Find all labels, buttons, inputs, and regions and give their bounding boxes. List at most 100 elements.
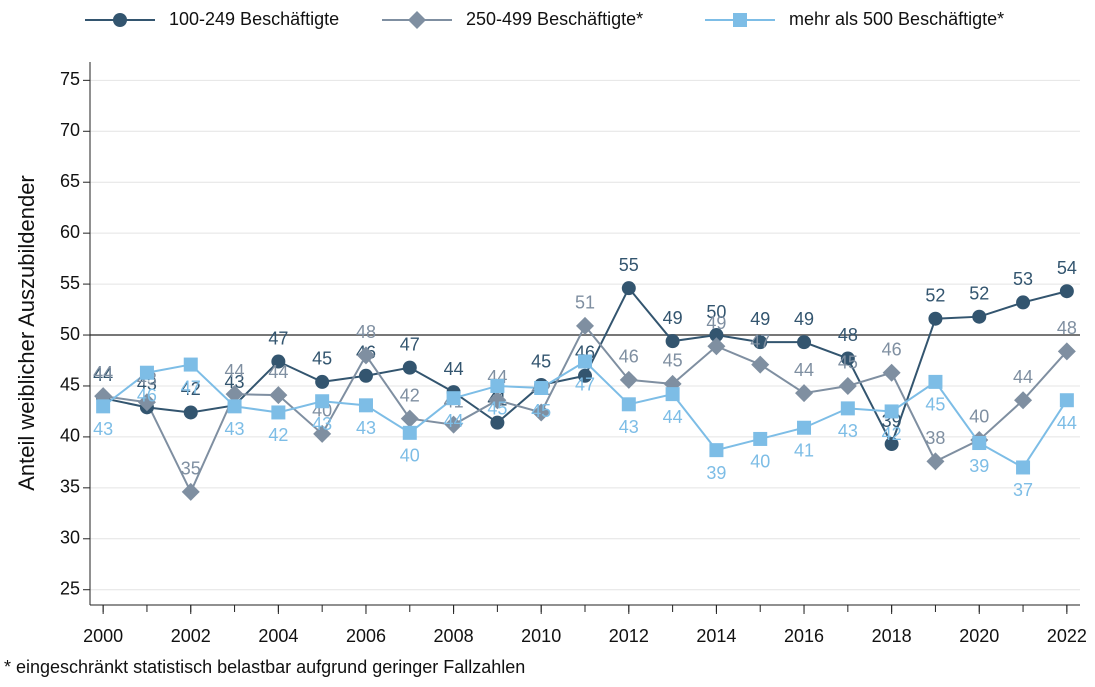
data-point: [315, 374, 330, 389]
data-point: [532, 403, 551, 422]
data-label: 45: [663, 351, 683, 371]
data-point: [313, 424, 332, 443]
data-point: [840, 401, 855, 416]
data-label: 45: [531, 401, 551, 421]
data-point: [358, 368, 373, 383]
x-tick-label: 2016: [784, 626, 824, 646]
data-point: [795, 384, 814, 403]
data-label: 43: [838, 421, 858, 441]
data-label: 44: [1013, 367, 1033, 387]
data-point: [1057, 342, 1076, 361]
data-label: 42: [400, 385, 420, 405]
data-point: [621, 397, 636, 412]
data-point: [797, 335, 812, 350]
data-label: 53: [1013, 269, 1033, 289]
data-point: [490, 378, 505, 393]
data-label: 47: [268, 328, 288, 348]
data-point: [665, 387, 680, 402]
data-label: 48: [356, 322, 376, 342]
data-point: [181, 482, 200, 501]
x-tick-label: 2004: [258, 626, 298, 646]
data-point: [578, 354, 592, 369]
data-label: 48: [838, 325, 858, 345]
data-label: 47: [181, 377, 201, 397]
data-label: 47: [400, 334, 420, 354]
x-tick-label: 2010: [521, 626, 561, 646]
data-label: 45: [925, 395, 945, 415]
data-label: 39: [969, 456, 989, 476]
data-point: [446, 391, 461, 406]
x-tick-label: 2006: [346, 626, 386, 646]
data-label: 46: [619, 347, 639, 367]
data-label: 45: [531, 352, 551, 372]
data-label: 51: [575, 293, 595, 313]
data-point: [227, 399, 242, 414]
data-point: [271, 354, 286, 369]
data-label: 48: [1057, 318, 1077, 338]
x-tick-label: 2012: [609, 626, 649, 646]
data-point: [576, 316, 594, 335]
data-label: 46: [882, 339, 902, 359]
data-point: [400, 409, 419, 428]
data-label: 52: [925, 285, 945, 305]
data-point: [928, 374, 943, 389]
data-label: 37: [1013, 480, 1033, 500]
legend-label: mehr als 500 Beschäftigte*: [789, 9, 1004, 29]
data-point: [709, 328, 724, 343]
data-label: 45: [838, 353, 858, 373]
data-label: 49: [663, 308, 683, 328]
legend-label: 100-249 Beschäftigte: [169, 9, 339, 29]
data-point: [269, 386, 288, 405]
data-point: [271, 405, 286, 420]
data-point: [665, 334, 680, 349]
data-point: [356, 346, 375, 365]
data-label: 55: [619, 255, 639, 275]
data-label: 40: [969, 407, 989, 427]
data-point: [490, 415, 505, 430]
data-point: [1014, 391, 1033, 410]
legend-marker: [113, 13, 127, 27]
data-point: [619, 370, 638, 389]
data-label: 44: [93, 365, 113, 385]
data-label: 44: [444, 411, 464, 431]
data-point: [315, 394, 330, 409]
y-tick-label: 65: [60, 171, 80, 191]
data-point: [534, 381, 549, 396]
data-point: [621, 281, 636, 296]
data-label: 46: [137, 385, 157, 405]
y-tick-label: 55: [60, 273, 80, 293]
data-label: 39: [706, 463, 726, 483]
data-point: [926, 452, 945, 471]
data-point: [972, 309, 987, 324]
x-tick-label: 2000: [83, 626, 123, 646]
data-label: 47: [750, 331, 770, 351]
data-point: [884, 404, 899, 419]
data-label: 52: [969, 283, 989, 303]
y-axis-label: Anteil weiblicher Auszubildender: [14, 175, 39, 491]
data-label: 40: [750, 452, 770, 472]
data-label: 49: [750, 309, 770, 329]
data-label: 49: [706, 313, 726, 333]
data-label: 45: [312, 349, 332, 369]
data-label: 50: [706, 302, 726, 322]
data-label: 42: [882, 424, 902, 444]
data-label: 44: [268, 362, 288, 382]
data-point: [707, 337, 726, 356]
data-point: [96, 399, 111, 414]
data-point: [928, 311, 943, 326]
data-label: 42: [268, 425, 288, 445]
y-tick-label: 30: [60, 528, 80, 548]
data-label: 43: [312, 414, 332, 434]
data-label: 43: [356, 418, 376, 438]
x-tick-label: 2014: [696, 626, 736, 646]
data-point: [840, 351, 855, 366]
data-label: 44: [93, 363, 113, 383]
data-point: [1016, 295, 1031, 310]
data-point: [137, 393, 156, 412]
data-label: 45: [487, 399, 507, 419]
data-label: 44: [1057, 413, 1077, 433]
data-point: [882, 363, 901, 382]
x-tick-label: 2008: [434, 626, 474, 646]
data-point: [402, 425, 417, 440]
